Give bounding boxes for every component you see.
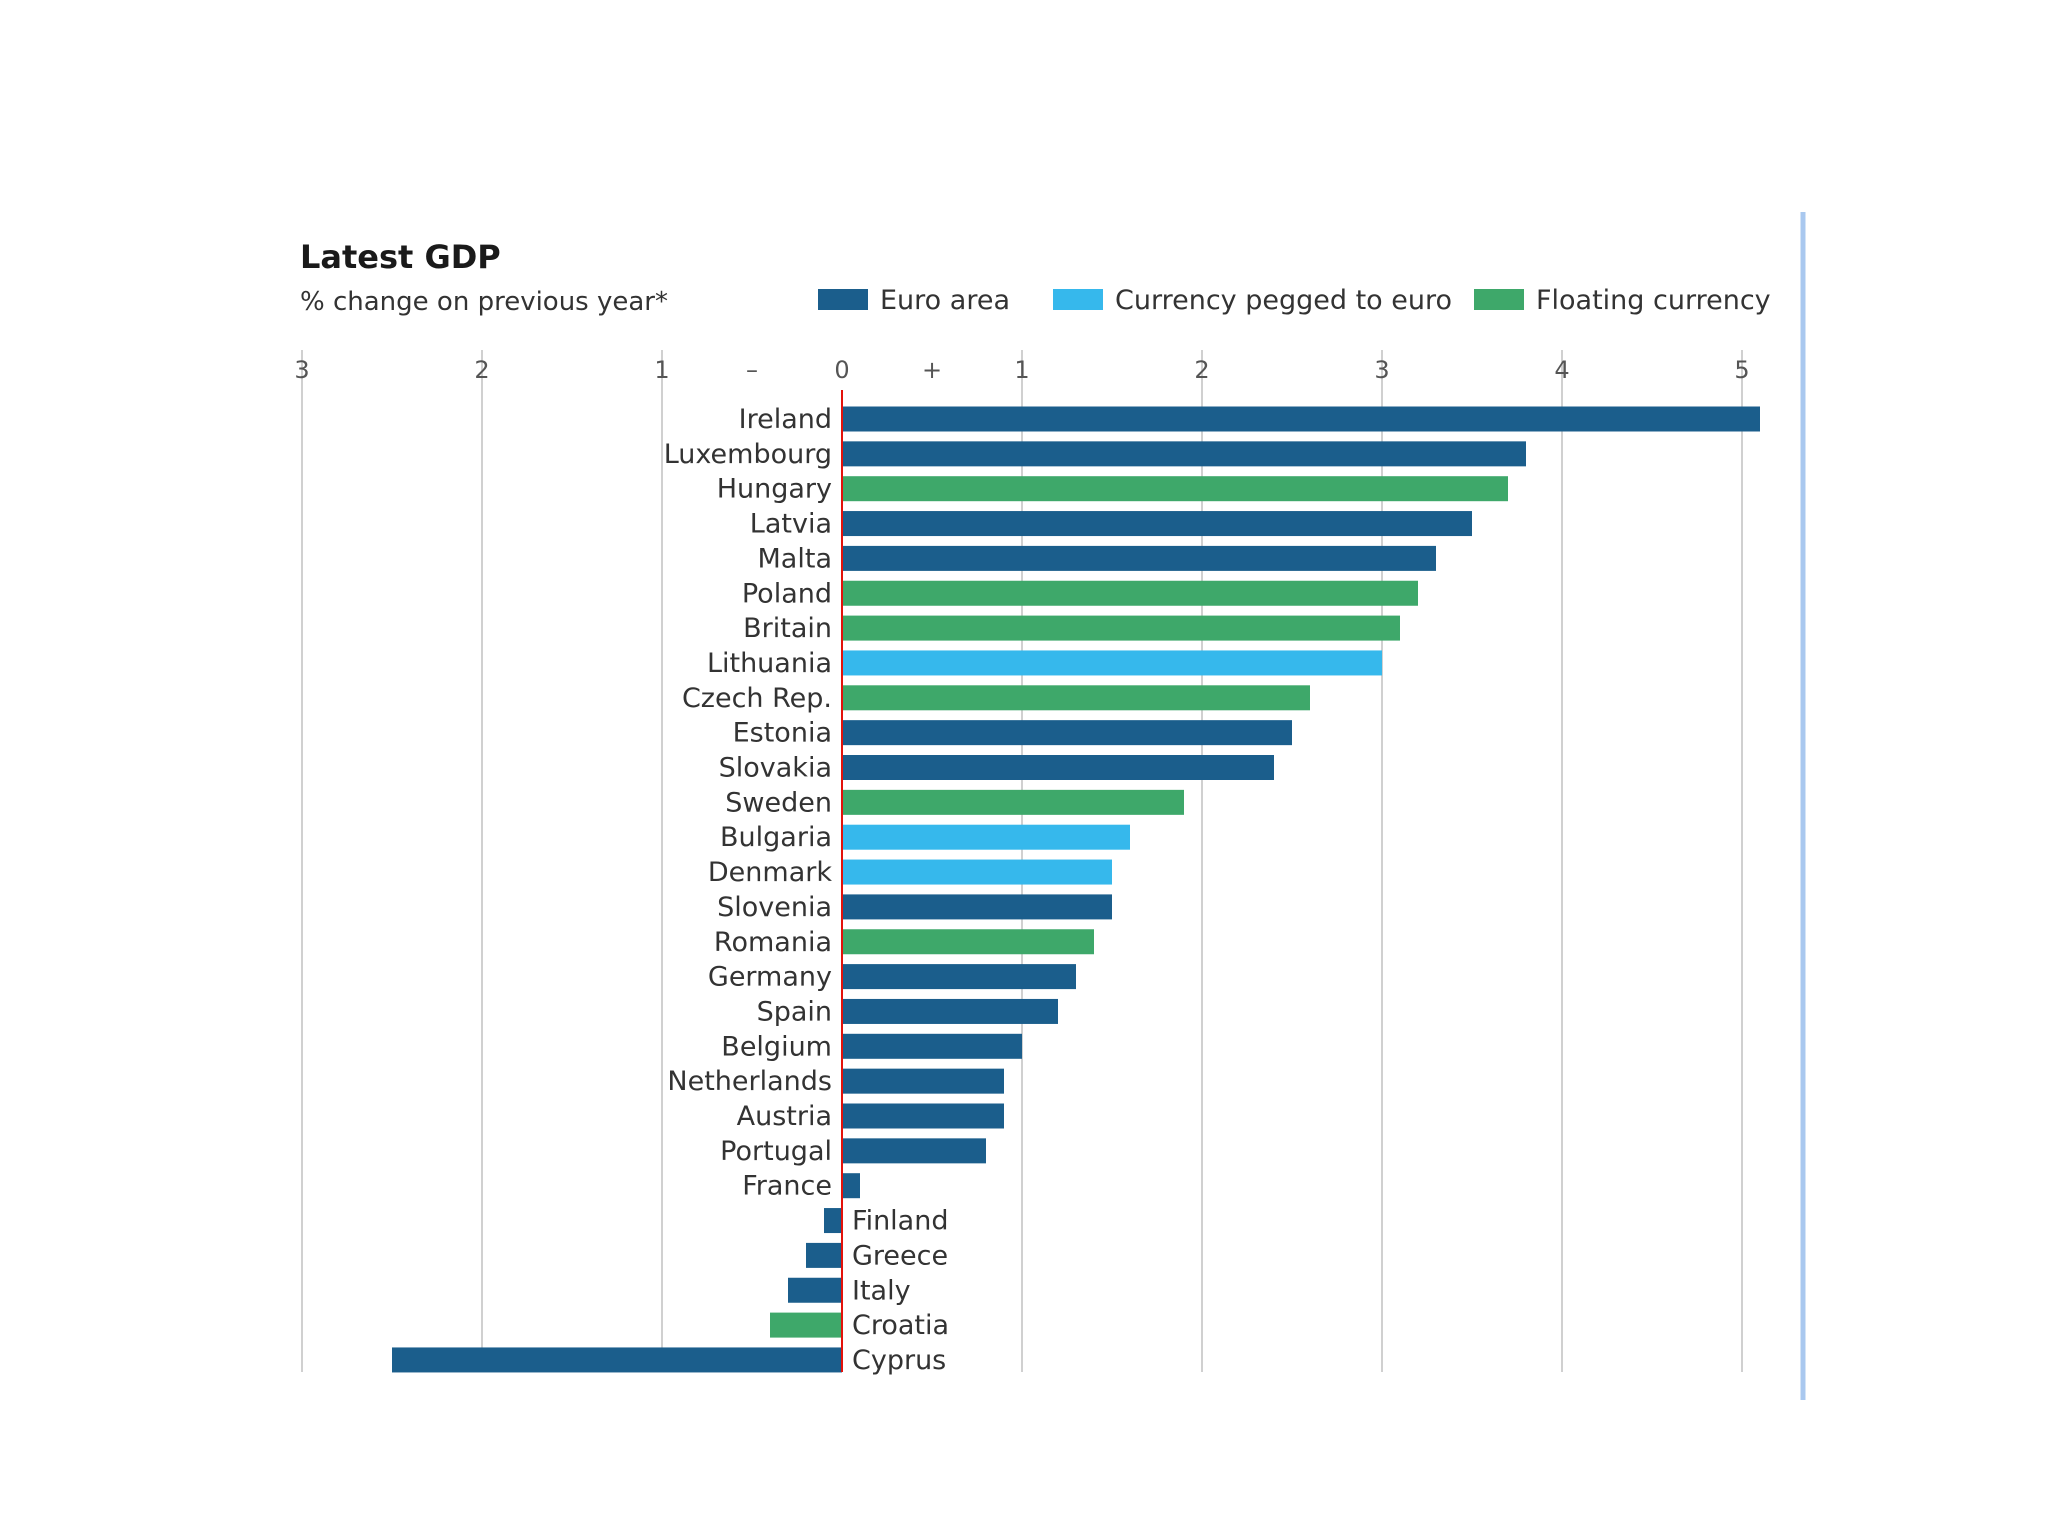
x-tick-label: 5 [1734, 356, 1749, 384]
category-label: Sweden [725, 787, 832, 818]
bar-denmark [842, 859, 1112, 885]
bar-bulgaria [842, 824, 1130, 850]
legend: Euro area Currency pegged to euro Floating… [818, 285, 1771, 316]
category-label: Croatia [852, 1310, 949, 1341]
bar-hungary [842, 476, 1508, 502]
category-label: Luxembourg [664, 439, 832, 470]
category-label: Malta [758, 543, 832, 574]
category-label: France [742, 1171, 832, 1202]
category-label: Britain [743, 613, 832, 644]
category-label: Bulgaria [720, 822, 832, 853]
category-label: Romania [714, 927, 832, 958]
category-label: Finland [852, 1206, 948, 1237]
legend-label-pegged: Currency pegged to euro [1115, 285, 1452, 316]
bar-greece [806, 1242, 842, 1268]
bar-sweden [842, 789, 1184, 815]
category-label: Portugal [720, 1136, 832, 1167]
category-label: Czech Rep. [682, 683, 832, 714]
category-label: Hungary [717, 474, 832, 505]
bar-italy [788, 1277, 842, 1303]
x-tick-label: + [922, 356, 942, 384]
category-label: Belgium [721, 1031, 832, 1062]
x-tick-label: 3 [1374, 356, 1389, 384]
chart-subtitle: % change on previous year* [300, 287, 668, 317]
bar-ireland [842, 406, 1760, 432]
category-label: Italy [852, 1275, 911, 1306]
bar-latvia [842, 511, 1472, 537]
bar-austria [842, 1103, 1004, 1129]
bar-croatia [770, 1312, 842, 1338]
bar-lithuania [842, 650, 1382, 676]
category-label: Estonia [733, 718, 832, 749]
x-tick-label: 3 [294, 356, 309, 384]
bar-slovakia [842, 755, 1274, 780]
x-tick-label: 0 [834, 356, 849, 384]
x-tick-label: 1 [654, 356, 669, 384]
bar-czech-rep- [842, 685, 1310, 711]
category-label: Denmark [708, 857, 832, 888]
bar-cyprus [392, 1347, 842, 1373]
bar-poland [842, 580, 1418, 606]
chart-title: Latest GDP [300, 238, 501, 276]
bar-germany [842, 964, 1076, 990]
legend-swatch-euro [818, 289, 868, 310]
category-label: Poland [742, 578, 832, 609]
x-tick-label: 2 [474, 356, 489, 384]
legend-swatch-pegged [1053, 289, 1103, 310]
bar-estonia [842, 720, 1292, 746]
category-label: Slovakia [719, 753, 832, 784]
bar-slovenia [842, 894, 1112, 920]
x-tick-label: – [746, 356, 758, 384]
bar-romania [842, 929, 1094, 955]
category-label: Ireland [739, 404, 832, 435]
x-tick-label: 1 [1014, 356, 1029, 384]
bar-luxembourg [842, 441, 1526, 467]
category-label: Germany [708, 962, 832, 993]
category-label: Lithuania [707, 648, 832, 679]
legend-swatch-floating [1474, 289, 1524, 310]
category-label: Austria [737, 1101, 832, 1132]
category-label: Greece [852, 1240, 948, 1271]
bar-belgium [842, 1033, 1022, 1059]
x-axis-ticks: 3 2 1 – 0 +1 2 3 4 5 [294, 356, 1749, 384]
bar-britain [842, 615, 1400, 641]
legend-label-floating: Floating currency [1536, 285, 1771, 316]
category-label: Slovenia [717, 892, 832, 923]
bar-finland [824, 1208, 842, 1234]
bar-portugal [842, 1138, 986, 1164]
category-label: Spain [757, 996, 832, 1027]
x-tick-label: 4 [1554, 356, 1569, 384]
bars [392, 406, 1760, 1373]
bar-france [842, 1173, 860, 1199]
category-label: Latvia [750, 509, 832, 540]
category-label: Netherlands [667, 1066, 832, 1097]
bar-netherlands [842, 1068, 1004, 1094]
bar-spain [842, 998, 1058, 1024]
category-label: Cyprus [852, 1345, 946, 1376]
x-tick-label: 2 [1194, 356, 1209, 384]
legend-label-euro: Euro area [880, 285, 1010, 316]
bar-malta [842, 545, 1436, 571]
